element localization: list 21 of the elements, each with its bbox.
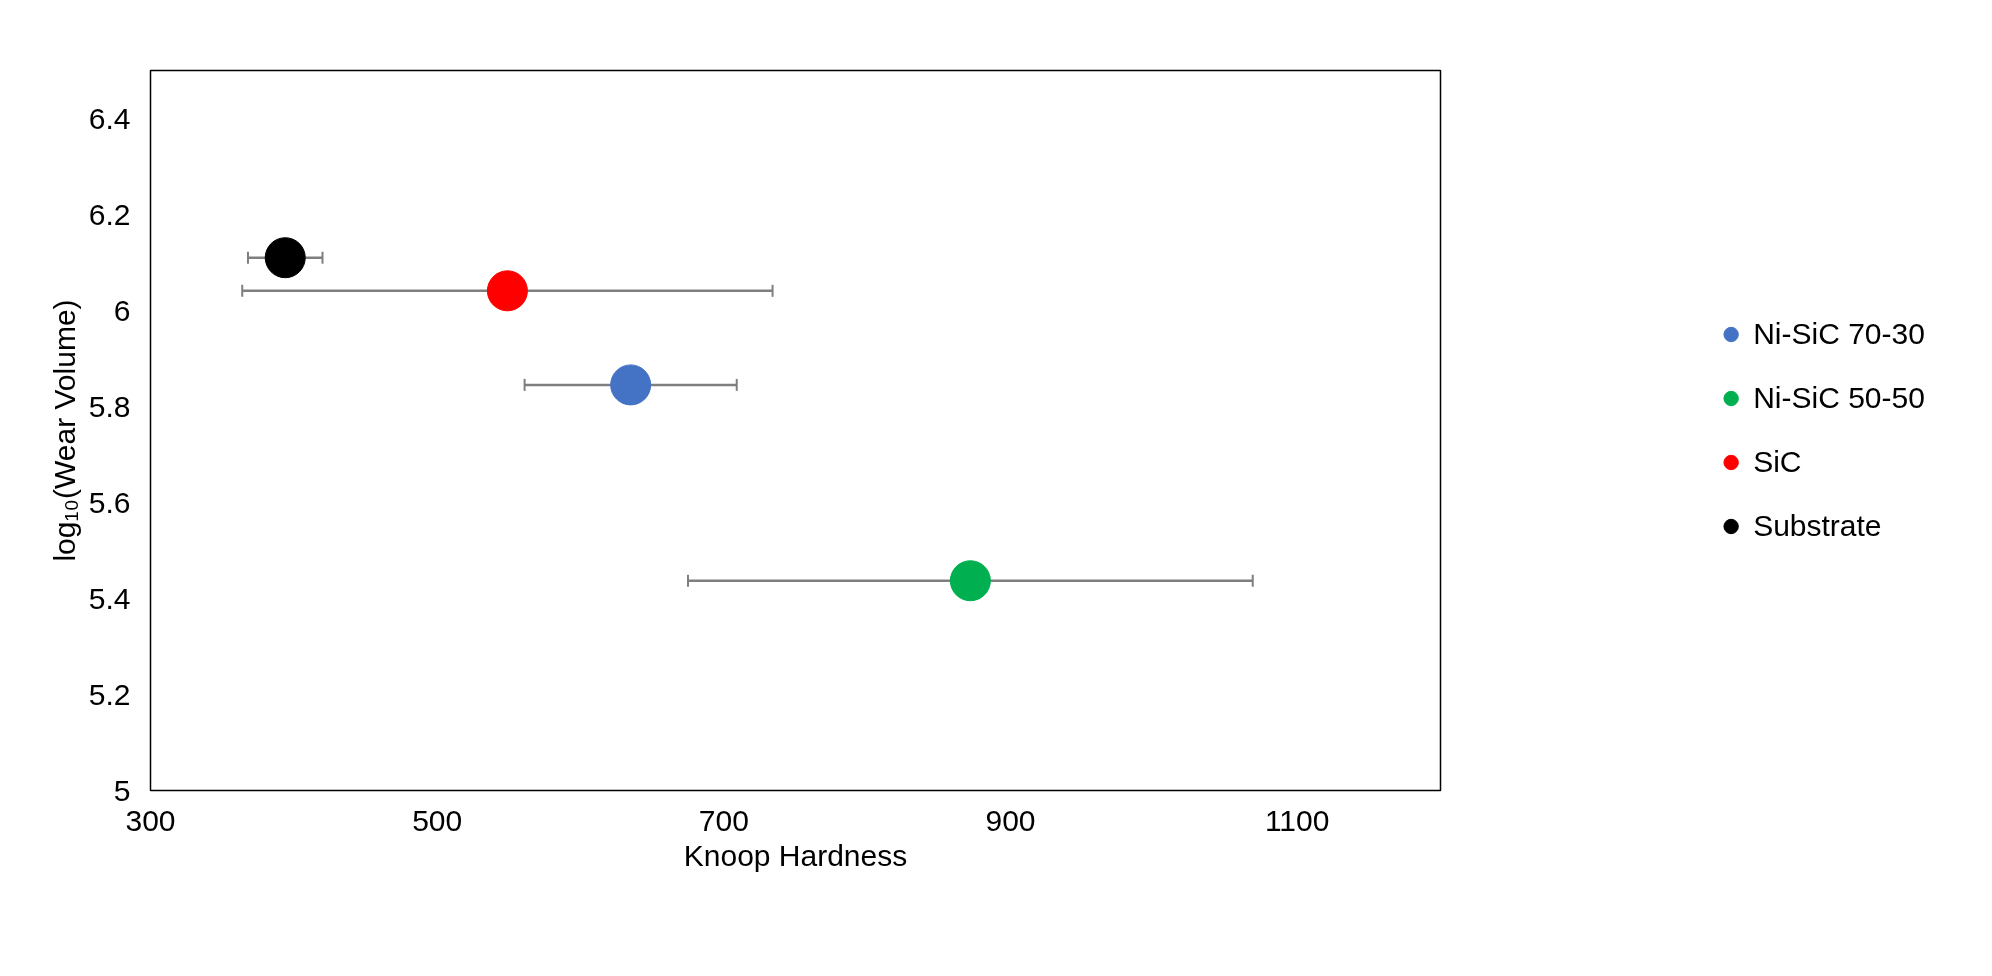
point — [486, 270, 528, 312]
legend-label: Ni-SiC 70-30 — [1753, 317, 1925, 351]
y-axis-title: log₁₀(Wear Volume) — [47, 299, 81, 562]
x-tick-label: 700 — [698, 803, 749, 837]
x-tick-label: 1100 — [1264, 803, 1330, 837]
point — [610, 364, 652, 406]
x-tick-label: 900 — [985, 803, 1036, 837]
legend-label: SiC — [1753, 445, 1802, 479]
x-axis-title: Knoop Hardness — [683, 838, 908, 872]
y-tick-label: 6.2 — [88, 197, 131, 231]
legend-label: Ni-SiC 50-50 — [1753, 381, 1925, 415]
y-tick-label: 5.4 — [88, 581, 131, 615]
y-tick-label: 5.2 — [88, 677, 131, 711]
y-tick-label: 6 — [113, 293, 131, 327]
y-tick-label: 5.6 — [88, 485, 131, 519]
y-tick-label: 6.4 — [88, 101, 131, 135]
x-tick-label: 500 — [412, 803, 463, 837]
point — [949, 560, 991, 602]
y-tick-label: 5.8 — [88, 389, 131, 423]
legend-label: Substrate — [1753, 509, 1882, 543]
point — [264, 237, 306, 279]
